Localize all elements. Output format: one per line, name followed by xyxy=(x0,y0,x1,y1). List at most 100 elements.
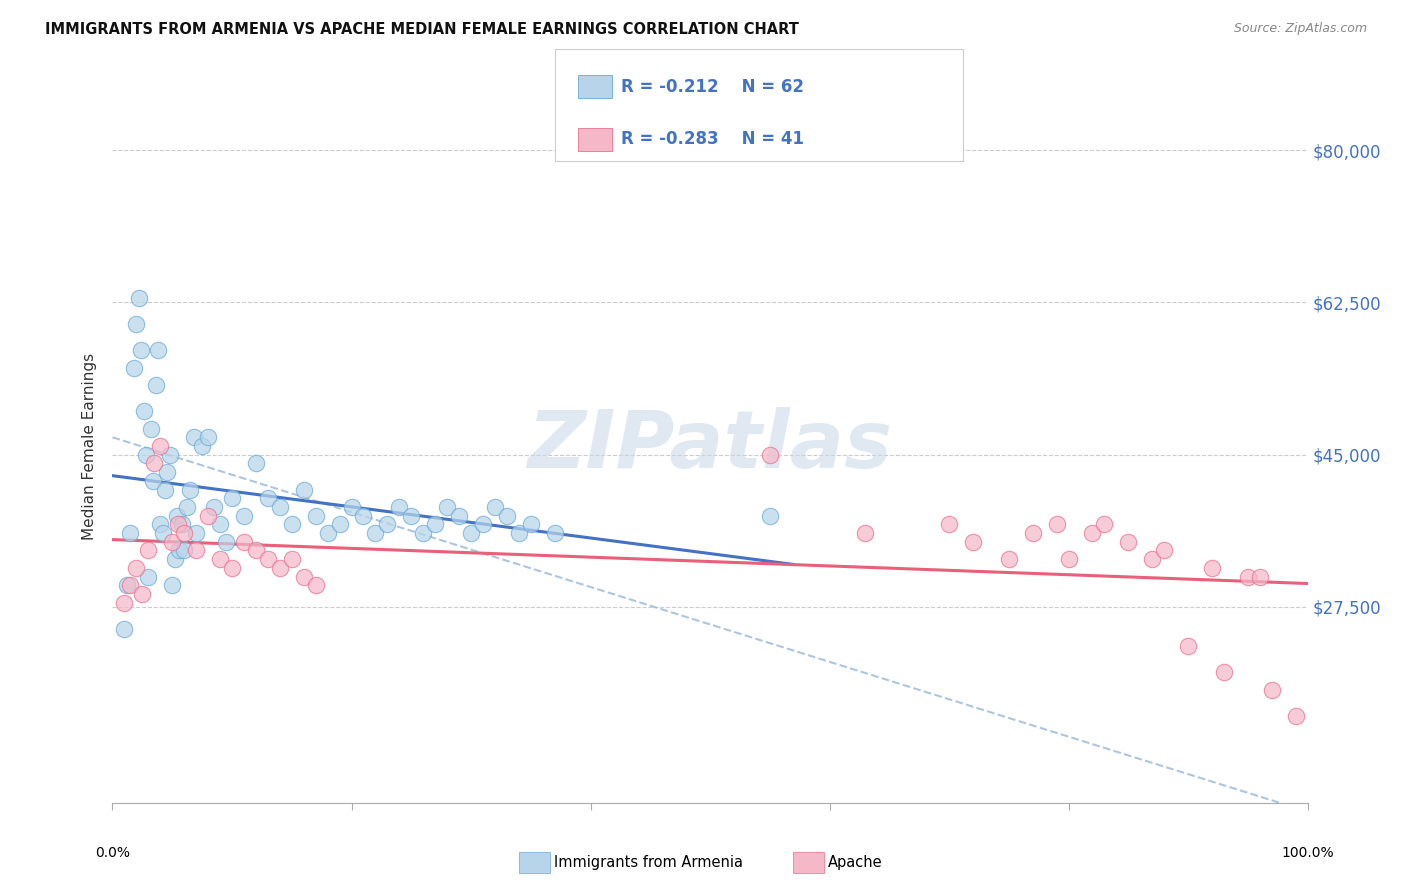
Point xyxy=(138,569,160,583)
Point xyxy=(328,517,352,532)
Text: Immigrants from Armenia: Immigrants from Armenia xyxy=(554,855,742,870)
Point xyxy=(232,508,256,523)
Point xyxy=(1212,665,1236,680)
Point xyxy=(1153,543,1175,558)
Point xyxy=(202,500,225,514)
Point xyxy=(146,343,169,358)
Point xyxy=(401,508,423,523)
Point xyxy=(232,534,256,549)
Point xyxy=(1081,526,1104,541)
Point xyxy=(292,483,315,497)
Text: 100.0%: 100.0% xyxy=(1281,846,1334,860)
Point xyxy=(149,517,172,532)
Point xyxy=(145,378,167,392)
Point xyxy=(1285,708,1308,723)
Text: IMMIGRANTS FROM ARMENIA VS APACHE MEDIAN FEMALE EARNINGS CORRELATION CHART: IMMIGRANTS FROM ARMENIA VS APACHE MEDIAN… xyxy=(45,22,799,37)
Point xyxy=(162,534,183,549)
Point xyxy=(1092,517,1115,532)
Point xyxy=(292,569,315,583)
Point xyxy=(938,517,960,532)
Point xyxy=(197,430,219,444)
Point xyxy=(149,439,172,453)
Point xyxy=(304,508,326,523)
Text: 0.0%: 0.0% xyxy=(96,846,129,860)
Point xyxy=(460,526,482,541)
Point xyxy=(316,526,339,541)
Text: ZIPatlas: ZIPatlas xyxy=(527,407,893,485)
Point xyxy=(1116,534,1139,549)
Point xyxy=(245,543,267,558)
Point xyxy=(1045,517,1069,532)
Point xyxy=(208,517,231,532)
Point xyxy=(191,439,214,453)
Point xyxy=(215,534,238,549)
Point xyxy=(128,291,150,305)
Point xyxy=(114,622,135,636)
Point xyxy=(256,552,278,566)
Point xyxy=(1177,639,1199,653)
Point xyxy=(162,578,183,592)
Point xyxy=(197,508,219,523)
Point xyxy=(543,526,565,541)
Point xyxy=(962,534,984,549)
Point xyxy=(425,517,447,532)
Text: R = -0.212    N = 62: R = -0.212 N = 62 xyxy=(621,78,804,95)
Point xyxy=(352,508,374,523)
Point xyxy=(281,517,304,532)
Point xyxy=(132,404,155,418)
Text: Source: ZipAtlas.com: Source: ZipAtlas.com xyxy=(1233,22,1367,36)
Point xyxy=(153,483,176,497)
Point xyxy=(998,552,1021,566)
Point xyxy=(1201,561,1223,575)
Point xyxy=(173,526,195,541)
Point xyxy=(125,561,148,575)
Point xyxy=(170,517,193,532)
Point xyxy=(412,526,434,541)
Point xyxy=(508,526,530,541)
Point xyxy=(520,517,543,532)
Point xyxy=(1249,569,1271,583)
Y-axis label: Median Female Earnings: Median Female Earnings xyxy=(82,352,97,540)
Point xyxy=(388,500,411,514)
Point xyxy=(245,457,267,471)
Point xyxy=(1021,526,1043,541)
Point xyxy=(115,578,138,592)
Point xyxy=(186,526,208,541)
Point xyxy=(166,508,188,523)
Point xyxy=(1237,569,1260,583)
Point xyxy=(142,474,165,488)
Point xyxy=(120,526,142,541)
Point xyxy=(1140,552,1163,566)
Point xyxy=(208,552,231,566)
Point xyxy=(156,465,179,479)
Point xyxy=(131,587,153,601)
Point xyxy=(471,517,495,532)
Point xyxy=(256,491,278,506)
Point xyxy=(176,500,198,514)
Point xyxy=(364,526,387,541)
Point xyxy=(152,526,174,541)
Point xyxy=(269,500,291,514)
Point xyxy=(759,448,782,462)
Point xyxy=(135,448,157,462)
Point xyxy=(340,500,363,514)
Point xyxy=(759,508,782,523)
Point xyxy=(143,457,166,471)
Point xyxy=(1057,552,1080,566)
Point xyxy=(129,343,152,358)
Point xyxy=(120,578,142,592)
Point xyxy=(221,561,243,575)
Point xyxy=(159,448,181,462)
Point xyxy=(186,543,208,558)
Text: R = -0.283    N = 41: R = -0.283 N = 41 xyxy=(621,130,804,148)
Point xyxy=(496,508,519,523)
Point xyxy=(436,500,458,514)
Point xyxy=(173,543,195,558)
Point xyxy=(163,552,186,566)
Point xyxy=(139,421,162,435)
Point xyxy=(484,500,506,514)
Point xyxy=(169,543,191,558)
Point xyxy=(114,596,135,610)
Point xyxy=(125,317,148,331)
Point xyxy=(447,508,470,523)
